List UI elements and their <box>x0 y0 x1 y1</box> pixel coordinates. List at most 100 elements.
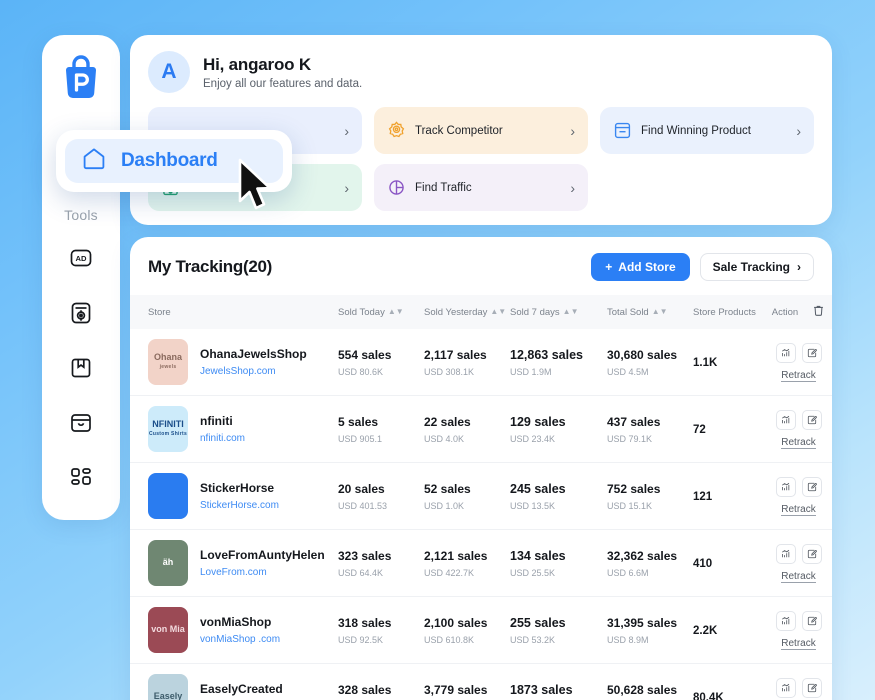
store-products-cell: 410 <box>693 558 713 570</box>
sold-yesterday-cell: 2,121 sales USD 422.7K <box>424 548 488 578</box>
total-sold-cell: 31,395 sales USD 8.9M <box>607 615 678 645</box>
store-products-cell: 2.2K <box>693 625 718 637</box>
svg-text:AD: AD <box>76 254 87 263</box>
chevron-right-icon: › <box>344 179 349 196</box>
dashboard-floating-pill[interactable]: Dashboard <box>56 130 292 192</box>
table-row[interactable]: äh LoveFromAuntyHelen LoveFrom.com 323 sale… <box>130 530 832 597</box>
quick-action-label: Track Competitor <box>415 124 503 137</box>
chart-icon[interactable] <box>775 343 796 363</box>
edit-icon[interactable] <box>801 343 822 363</box>
store-cell: NFINITI Custom Shirts nfiniti nfiniti.com <box>130 406 338 452</box>
add-store-button[interactable]: + Add Store <box>591 253 690 281</box>
table-body: Ohana jewels OhanaJewelsShop JewelsShop.com… <box>130 329 832 700</box>
edit-icon[interactable] <box>801 477 822 497</box>
sort-icon: ▲▼ <box>651 306 668 316</box>
retrack-link[interactable]: Retrack <box>781 571 816 583</box>
table-row[interactable]: von Mia vonMiaShop vonMiaShop .com 318 sale… <box>130 597 832 664</box>
store-url[interactable]: StickerHorse.com <box>200 499 279 511</box>
mouse-cursor <box>236 158 280 219</box>
bookmark-book-icon[interactable] <box>68 355 94 380</box>
store-cell: äh LoveFromAuntyHelen LoveFrom.com <box>130 540 338 586</box>
sold-yesterday-cell: 22 sales USD 4.0K <box>424 414 471 444</box>
store-name: nfiniti <box>200 414 233 429</box>
quick-action-find-winning-product[interactable]: Find Winning Product › <box>600 107 814 154</box>
store-url[interactable]: vonMiaShop .com <box>200 633 281 645</box>
store-products-cell: 121 <box>693 491 713 503</box>
total-sold-cell: 32,362 sales USD 6.6M <box>607 548 678 578</box>
chart-icon[interactable] <box>775 611 796 631</box>
product-box-icon <box>613 121 632 140</box>
quick-action-label: Find Traffic <box>415 181 472 194</box>
column-header-sold-yesterday[interactable]: Sold Yesterday ▲▼ <box>424 306 507 318</box>
edit-icon[interactable] <box>801 678 822 698</box>
column-header-store-products: Store Products <box>693 306 756 318</box>
column-header-sold-today[interactable]: Sold Today ▲▼ <box>338 306 404 318</box>
sold-yesterday-cell: 2,100 sales USD 610.8K <box>424 615 488 645</box>
action-cell: Retrack <box>765 544 832 583</box>
edit-icon[interactable] <box>801 544 822 564</box>
sold-yesterday-cell: 52 sales USD 1.0K <box>424 481 471 511</box>
retrack-link[interactable]: Retrack <box>781 638 816 650</box>
store-products-cell: 72 <box>693 424 706 436</box>
column-header-total-sold[interactable]: Total Sold ▲▼ <box>607 306 668 318</box>
trash-icon[interactable] <box>812 304 825 320</box>
sold-7days-cell: 129 sales USD 23.4K <box>510 414 566 444</box>
sold-7days-cell: 134 sales USD 25.5K <box>510 548 566 578</box>
store-url[interactable]: LoveFrom.com <box>200 566 267 578</box>
ad-box-icon[interactable]: AD <box>68 245 94 270</box>
edit-icon[interactable] <box>801 410 822 430</box>
column-header-sold-7days[interactable]: Sold 7 days ▲▼ <box>510 306 579 318</box>
quick-action-placeholder <box>600 164 814 211</box>
retrack-link[interactable]: Retrack <box>781 504 816 516</box>
store-url[interactable]: nfiniti.com <box>200 432 246 444</box>
sale-tracking-label: Sale Tracking <box>712 260 790 274</box>
table-row[interactable]: Ohana jewels OhanaJewelsShop JewelsShop.com… <box>130 329 832 396</box>
target-scan-icon[interactable] <box>68 300 94 325</box>
table-row[interactable]: EaselyEaselyCreatedEaselyCreated .com328… <box>130 664 832 700</box>
retrack-link[interactable]: Retrack <box>781 437 816 449</box>
store-logo: Easely <box>148 674 188 700</box>
avatar[interactable]: A <box>148 51 190 93</box>
store-name: StickerHorse <box>200 481 275 496</box>
sold-7days-cell: 255 sales USD 53.2K <box>510 615 566 645</box>
store-logo <box>148 473 188 519</box>
sold-7days-cell: 12,863 sales USD 1.9M <box>510 347 583 377</box>
sort-icon: ▲▼ <box>490 306 507 316</box>
archive-box-icon[interactable] <box>68 410 94 435</box>
table-row[interactable]: StickerHorse StickerHorse.com 20 sales USD … <box>130 463 832 530</box>
action-cell: Retrack <box>765 410 832 449</box>
table-header-row: Store Sold Today ▲▼ Sold Yesterday ▲▼ Sold… <box>130 295 832 329</box>
edit-icon[interactable] <box>801 611 822 631</box>
chart-icon[interactable] <box>775 410 796 430</box>
total-sold-cell: 437 sales USD 79.1K <box>607 414 661 444</box>
table-row[interactable]: NFINITI Custom Shirts nfiniti nfiniti.com 5 … <box>130 396 832 463</box>
total-sold-cell: 752 sales USD 15.1K <box>607 481 661 511</box>
chart-icon[interactable] <box>775 544 796 564</box>
store-logo: Ohana jewels <box>148 339 188 385</box>
store-url[interactable]: JewelsShop.com <box>200 365 276 377</box>
target-icon <box>387 121 406 140</box>
grid-apps-icon[interactable] <box>68 465 94 490</box>
quick-action-track-competitor[interactable]: Track Competitor › <box>374 107 588 154</box>
store-name: OhanaJewelsShop <box>200 347 307 362</box>
store-cell: EaselyEaselyCreatedEaselyCreated .com <box>130 674 338 700</box>
chart-icon[interactable] <box>775 678 796 698</box>
chevron-right-icon: › <box>344 122 349 139</box>
quick-action-find-traffic[interactable]: Find Traffic › <box>374 164 588 211</box>
left-sidebar: Tools AD <box>42 35 120 520</box>
store-logo: NFINITI Custom Shirts <box>148 406 188 452</box>
sort-icon: ▲▼ <box>387 306 404 316</box>
store-cell: StickerHorse StickerHorse.com <box>130 473 338 519</box>
quick-action-label: Find Winning Product <box>641 124 751 137</box>
sold-7days-cell: 245 sales USD 13.5K <box>510 481 566 511</box>
retrack-link[interactable]: Retrack <box>781 370 816 382</box>
chart-icon[interactable] <box>775 477 796 497</box>
sale-tracking-button[interactable]: Sale Tracking › <box>699 253 814 281</box>
action-cell: Retrack <box>765 343 832 382</box>
home-icon <box>81 146 107 177</box>
store-products-cell: 80.4K <box>693 692 724 700</box>
sidebar-tools-label: Tools <box>64 207 98 223</box>
pagesight-logo-icon[interactable] <box>60 55 102 99</box>
